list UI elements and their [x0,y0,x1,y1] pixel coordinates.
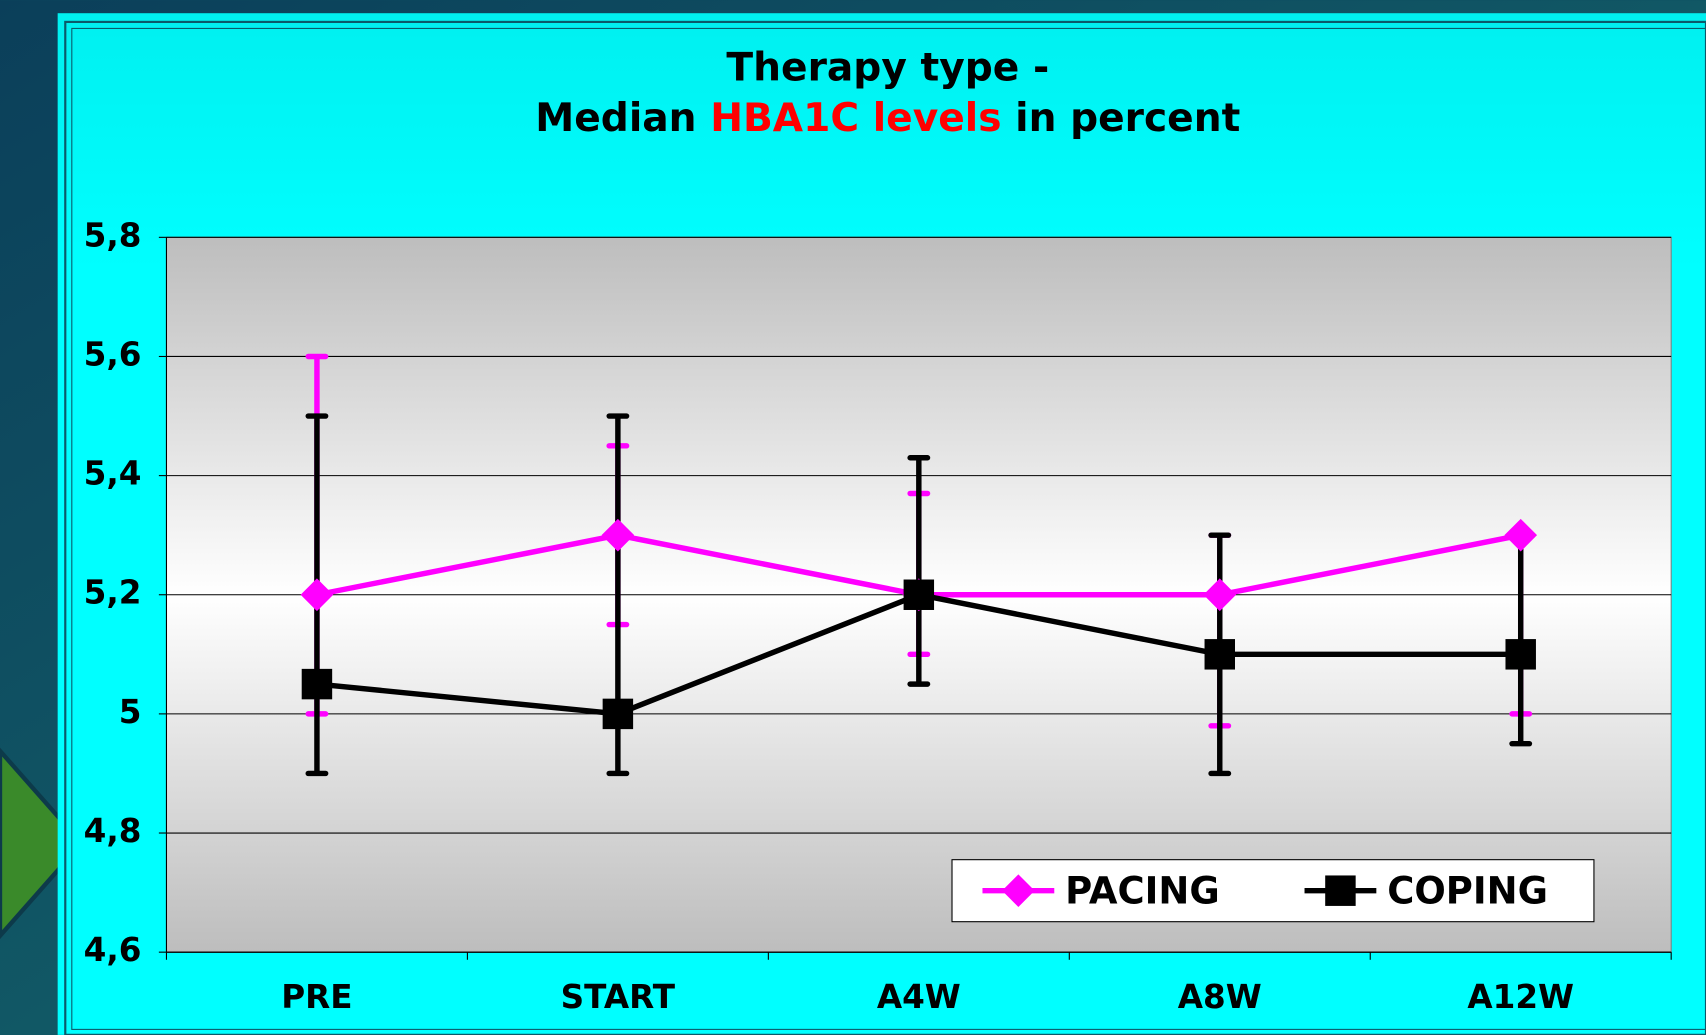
legend-marker [1325,875,1355,905]
legend-label: PACING [1065,869,1220,912]
legend-label: COPING [1387,869,1548,912]
legend: PACING COPING [952,860,1594,922]
data-point [302,669,332,699]
y-tick-label: 4,8 [84,812,142,850]
y-tick-label: 5,2 [84,574,142,612]
data-point [603,699,633,729]
chart-title: Therapy type - [726,45,1049,90]
x-tick-label: A4W [877,978,961,1016]
x-tick-label: START [561,978,676,1016]
chart: Therapy type - Median HBA1C levels in pe… [0,0,1706,1035]
subtitle-part: Median [535,95,710,140]
page: {"chart_data": { "type": "line", "title"… [0,0,1706,1035]
data-point [1505,639,1535,669]
y-tick-label: 5 [119,693,142,731]
y-tick-label: 5,6 [84,335,142,373]
x-tick-label: PRE [281,978,352,1016]
chart-subtitle: Median HBA1C levels in percent [535,95,1240,140]
y-tick-label: 4,6 [84,931,142,969]
x-tick-label: A8W [1178,978,1262,1016]
y-tick-label: 5,8 [84,216,142,254]
y-tick-label: 5,4 [84,455,142,493]
data-point [904,580,934,610]
subtitle-part: in percent [1002,95,1241,140]
x-tick-label: A12W [1467,978,1574,1016]
subtitle-part: HBA1C levels [710,95,1001,140]
data-point [1205,639,1235,669]
